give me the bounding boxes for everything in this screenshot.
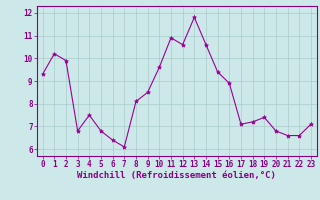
X-axis label: Windchill (Refroidissement éolien,°C): Windchill (Refroidissement éolien,°C) [77,171,276,180]
